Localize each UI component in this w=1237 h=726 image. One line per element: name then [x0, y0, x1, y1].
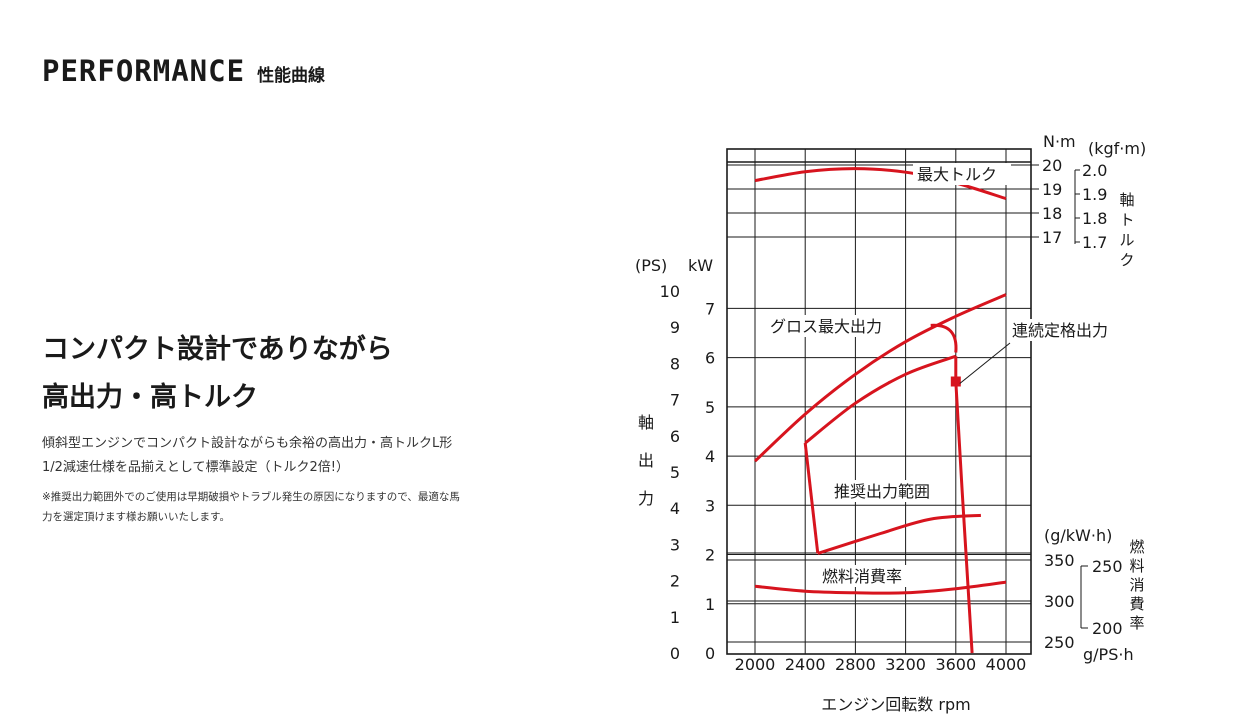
- fuel-unit-gkwh: (g/kW·h): [1044, 526, 1112, 545]
- fuel-consumption-label: 燃料消費率: [822, 567, 902, 586]
- power-unit-ps: (PS): [635, 256, 667, 275]
- description: 傾斜型エンジンでコンパクト設計ながらも余裕の高出力・高トルクL形 1/2減速仕様…: [42, 432, 452, 480]
- fuel-unit-gpsh: g/PS·h: [1083, 645, 1134, 664]
- power-ps-tick-label: 4: [670, 499, 680, 518]
- recommended-range-left-edge: [803, 442, 820, 554]
- torque-side-label-char: 軸: [1119, 191, 1134, 209]
- fuel-gpsh-tick-label: 250: [1092, 557, 1123, 576]
- power-side-label-char: 力: [638, 489, 654, 508]
- power-unit-kw: kW: [688, 256, 713, 275]
- fuel-side-label-char: 消: [1129, 576, 1144, 594]
- torque-unit-nm: N·m: [1043, 132, 1076, 151]
- torque-side-label-char: ル: [1119, 231, 1134, 249]
- x-tick-label: 3600: [935, 655, 976, 674]
- fuel-gpsh-tick-label: 200: [1092, 619, 1123, 638]
- fuel-consumption-label-bg: [818, 565, 916, 587]
- power-ps-tick-label: 2: [670, 572, 680, 591]
- recommended-range-lower-edge: [817, 513, 982, 555]
- description-line-2: 1/2減速仕様を品揃えとして標準設定（トルク2倍!）: [42, 460, 350, 475]
- rated-output-knee-curve: [930, 323, 958, 353]
- gross-max-output-label: グロス最大出力: [770, 317, 882, 336]
- gross-max-output-label-bg: [766, 315, 902, 337]
- torque-kgf-tick-label: 2.0: [1082, 161, 1107, 180]
- section-title-jp: 性能曲線: [257, 66, 326, 86]
- power-kw-tick-label: 7: [705, 299, 715, 318]
- fuel-side-label-char: 率: [1129, 614, 1144, 632]
- note-line-2: 力を選定頂けます様お願いいたします。: [42, 511, 230, 523]
- torque-kgf-tick-label: 1.8: [1082, 209, 1107, 228]
- power-kw-tick-label: 1: [705, 595, 715, 614]
- power-side-label-char: 軸: [638, 413, 654, 432]
- max-torque-label-bg: [913, 163, 1011, 185]
- torque-tick-label: 19: [1042, 180, 1062, 199]
- recommended-range-right-edge: [954, 356, 974, 654]
- torque-unit-kgfm: (kgf·m): [1088, 139, 1146, 158]
- torque-side-label-char: ト: [1119, 211, 1134, 229]
- x-tick-label: 2000: [735, 655, 776, 674]
- power-ps-tick-label: 5: [670, 463, 680, 482]
- fuel-gkwh-tick-label: 300: [1044, 592, 1075, 611]
- power-kw-tick-label: 3: [705, 496, 715, 515]
- chart-frame: [726, 148, 1032, 655]
- power-ps-tick-label: 3: [670, 535, 680, 554]
- fuel-consumption-curve: [754, 580, 1007, 595]
- torque-kgf-tick-label: 1.7: [1082, 233, 1107, 252]
- section-title-en: PERFORMANCE: [42, 54, 246, 88]
- fuel-gkwh-tick-label: 350: [1044, 551, 1075, 570]
- continuous-rated-output-label: 連続定格出力: [1012, 321, 1108, 340]
- power-ps-tick-label: 8: [670, 354, 680, 373]
- fuel-side-label-char: 費: [1129, 595, 1144, 613]
- gross-max-output-curve: [753, 293, 1007, 463]
- torque-tick-label: 17: [1042, 228, 1062, 247]
- rated-output-marker: [950, 376, 961, 387]
- note: ※推奨出力範囲外でのご使用は早期破損やトラブル発生の原因になりますので、最適な馬…: [42, 487, 542, 527]
- power-kw-tick-label: 0: [705, 644, 715, 663]
- headline-line-1: コンパクト設計でありながら: [42, 334, 393, 365]
- x-tick-label: 2400: [785, 655, 826, 674]
- power-ps-tick-label: 0: [670, 644, 680, 663]
- power-ps-tick-label: 1: [670, 608, 680, 627]
- fuel-side-label-char: 燃: [1129, 538, 1144, 556]
- x-tick-label: 4000: [986, 655, 1027, 674]
- rated-output-leader-line: [959, 342, 1011, 384]
- headline: コンパクト設計でありながら 高出力・高トルク: [42, 326, 393, 422]
- power-kw-tick-label: 5: [705, 398, 715, 417]
- note-line-1: ※推奨出力範囲外でのご使用は早期破損やトラブル発生の原因になりますので、最適な馬: [42, 491, 460, 503]
- torque-side-label-char: ク: [1119, 251, 1134, 269]
- torque-kgf-tick-label: 1.9: [1082, 185, 1107, 204]
- torque-tick-label: 20: [1042, 156, 1062, 175]
- page-header: PERFORMANCE 性能曲線: [42, 54, 325, 88]
- recommended-range-label: 推奨出力範囲: [834, 482, 930, 501]
- recommended-range-label-bg: [830, 480, 946, 502]
- power-kw-tick-label: 4: [705, 447, 715, 466]
- fuel-gkwh-tick-label: 250: [1044, 633, 1075, 652]
- continuous-rated-output-curve: [804, 354, 957, 445]
- power-side-label-char: 出: [638, 451, 654, 470]
- power-ps-tick-label: 6: [670, 427, 680, 446]
- max-torque-label: 最大トルク: [917, 165, 997, 184]
- torque-tick-label: 18: [1042, 204, 1062, 223]
- description-line-1: 傾斜型エンジンでコンパクト設計ながらも余裕の高出力・高トルクL形: [42, 436, 453, 451]
- power-kw-tick-label: 6: [705, 349, 715, 368]
- chart-grid: [726, 148, 1088, 655]
- power-kw-tick-label: 2: [705, 546, 715, 565]
- power-ps-tick-label: 10: [660, 282, 680, 301]
- x-axis-label: エンジン回転数 rpm: [821, 695, 970, 714]
- x-tick-label: 3200: [885, 655, 926, 674]
- fuel-side-label-char: 料: [1129, 557, 1144, 575]
- power-ps-tick-label: 7: [670, 391, 680, 410]
- x-tick-label: 2800: [835, 655, 876, 674]
- power-ps-tick-label: 9: [670, 318, 680, 337]
- headline-line-2: 高出力・高トルク: [42, 382, 258, 413]
- continuous-rated-output-label-bg: [1008, 319, 1122, 341]
